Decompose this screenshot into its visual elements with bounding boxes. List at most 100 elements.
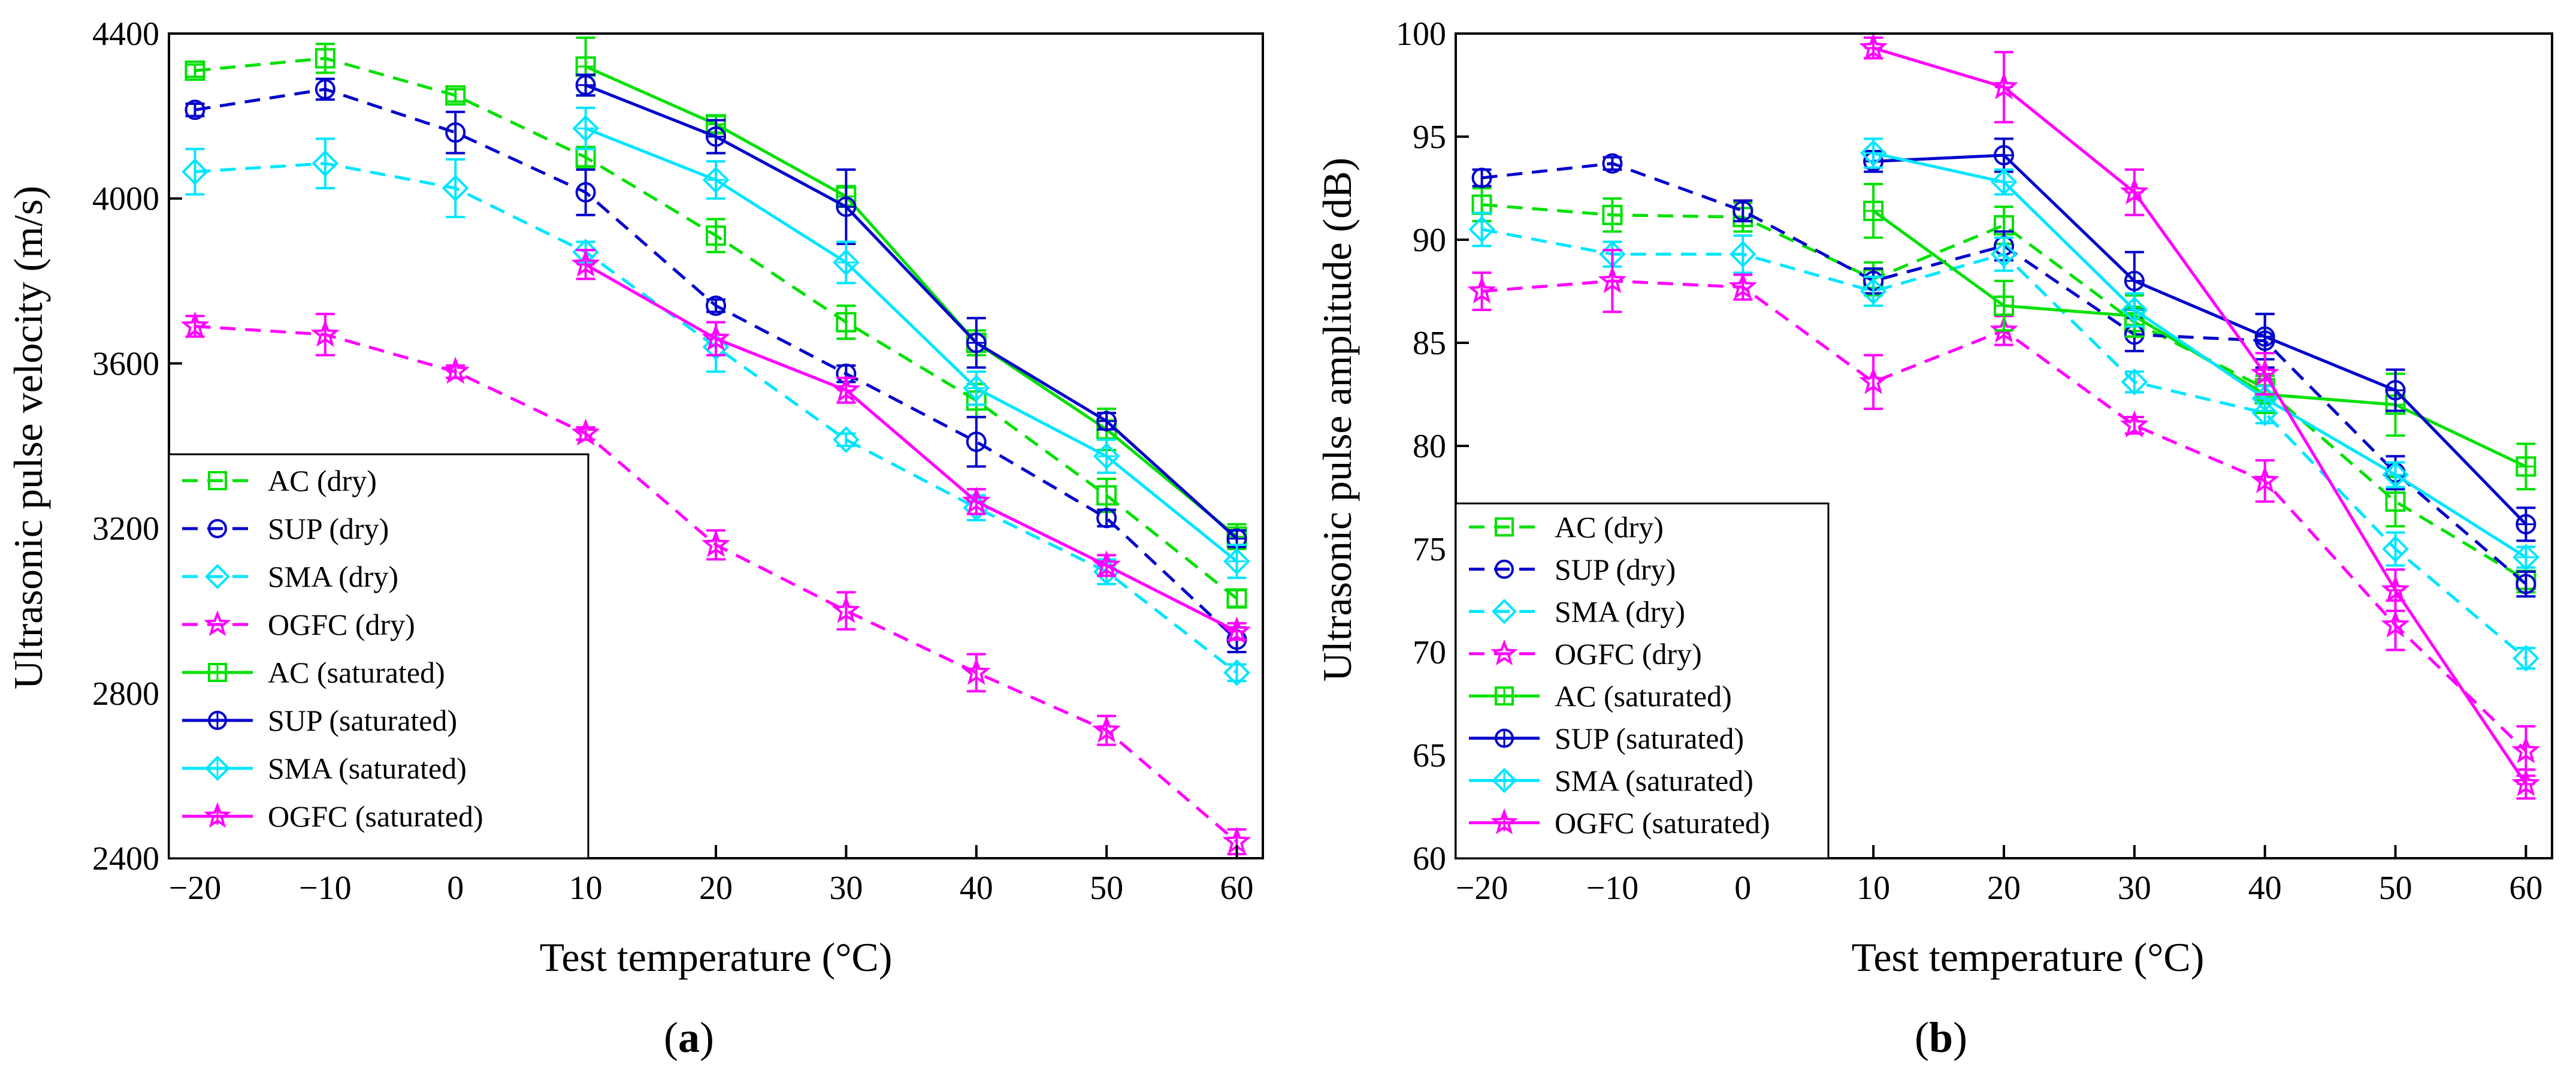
legend-marker [204,610,231,636]
legend-marker [1495,686,1514,706]
error-bar [185,63,205,79]
y-tick-label: 2400 [92,840,159,877]
legend-label: OGFC (dry) [1555,637,1702,671]
error-bar [836,304,856,340]
data-point-marker [2382,535,2409,563]
legend-label: SUP (dry) [268,512,389,545]
y-tick-label: 2800 [92,675,159,713]
legend: AC (dry) SUP (dry) SMA (dry) OGFC (dry) AC (… [1455,502,1830,859]
series-sma-saturated [572,106,1250,580]
legend-label: SMA (saturated) [1555,764,1753,797]
caption-close-paren: ) [1953,1013,1967,1061]
data-point-marker [575,56,596,77]
series-line [585,126,1238,563]
x-tick-label: 30 [2118,870,2151,907]
legend-marker [1490,808,1518,835]
legend-marker [208,663,227,682]
data-point-marker [962,657,991,685]
data-point-marker [1093,442,1120,470]
data-point-marker [2511,735,2541,764]
data-point-marker [575,182,596,203]
error-bar [446,110,465,155]
panel-a-velocity-chart: Ultrasonic pulse velocity (m/s) Test tem… [5,16,1264,1061]
data-point-marker [1598,266,1627,294]
data-point-marker [1994,295,2014,316]
legend: AC (dry) SUP (dry) SMA (dry) OGFC (dry) AC (… [168,453,589,859]
error-bar [1603,197,1622,233]
series-line [1873,46,2527,785]
x-tick-label: −10 [1586,870,1639,907]
y-axis-title: Ultrasonic pulse amplitude (dB) [1314,158,1360,681]
data-point-marker [312,150,339,177]
data-point-marker [2511,769,2541,797]
data-point-marker [2512,544,2539,571]
x-tick-label: 20 [699,870,733,907]
y-tick-label: 75 [1413,531,1446,568]
data-point-marker [315,48,335,69]
error-bar [2516,647,2536,670]
data-point-marker [1226,588,1247,609]
panel-caption: (b) [1915,1013,1967,1061]
series-line [1481,203,2527,581]
legend-entry: OGFC (saturated) [182,800,483,833]
legend-label: SUP (dry) [1555,553,1676,586]
data-point-marker [2515,574,2536,595]
legend-marker [208,471,227,490]
data-point-marker [832,596,861,623]
caption-close-paren: ) [700,1013,714,1061]
legend-marker [204,755,231,782]
data-point-marker [2250,466,2279,493]
y-tick-label: 90 [1413,222,1446,259]
data-point-marker [966,333,987,353]
data-point-marker [2120,410,2149,438]
caption-open-paren: ( [1915,1013,1929,1061]
series-line [585,83,1238,540]
y-tick-label: 65 [1413,737,1446,774]
series-ogfc-saturated [571,249,1251,644]
x-tick-label: 60 [1220,870,1254,907]
legend-label: AC (dry) [1555,510,1664,544]
data-point-marker [832,375,861,403]
legend-marker [1491,768,1517,794]
data-point-marker [1728,271,1758,300]
data-point-marker [2254,326,2275,347]
data-point-marker [1602,204,1623,225]
caption-open-paren: ( [664,1013,678,1061]
data-point-marker [1733,200,1753,221]
legend-entry: AC (saturated) [1469,679,1732,713]
data-point-marker [1860,140,1887,167]
data-point-marker [1990,315,2018,343]
legend-entry: AC (dry) [1469,510,1664,544]
legend-label: AC (saturated) [1555,679,1732,713]
legend-label: SUP (saturated) [268,704,457,737]
series-ac-dry [185,43,1247,609]
x-tick-label: 40 [960,870,993,907]
series-sup-saturated [575,73,1247,549]
y-tick-label: 70 [1413,634,1446,671]
legend-entry: SMA (saturated) [1469,764,1753,797]
data-point-marker [1092,550,1121,578]
data-point-marker [182,158,208,185]
data-point-marker [2385,491,2406,512]
data-point-marker [571,418,600,446]
series-sma-saturated [1860,137,2539,571]
y-tick-label: 3600 [92,345,159,382]
data-point-marker [1990,72,2018,99]
data-point-marker [1990,168,2018,196]
legend-label: SMA (saturated) [268,752,467,785]
x-axis-title: Test temperature (°C) [1852,934,2205,980]
legend-entry: SMA (dry) [182,560,398,593]
legend-box [1455,502,1830,859]
error-bar [446,88,465,103]
data-point-marker [315,79,335,99]
error-bar [1603,249,1622,313]
y-tick-label: 95 [1413,119,1446,156]
error-bar [185,147,205,196]
x-tick-label: 0 [1734,870,1751,907]
x-tick-label: 10 [569,870,603,907]
x-tick-label: 50 [1090,870,1123,907]
legend-label: OGFC (saturated) [1555,806,1770,840]
series-sup-saturated [1863,137,2536,542]
y-tick-label: 80 [1413,428,1446,465]
